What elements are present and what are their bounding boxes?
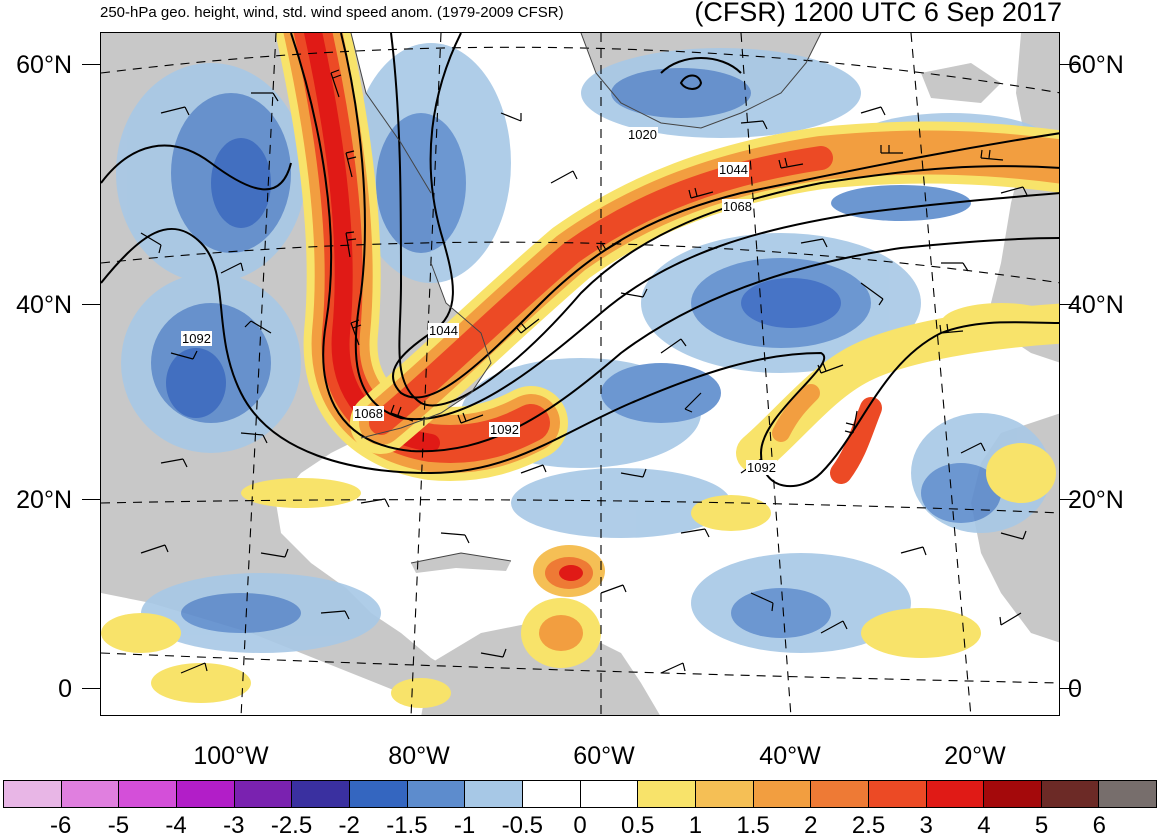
lat-tick (82, 304, 100, 305)
colorbar-swatch (522, 781, 581, 807)
colorbar-label: -0.5 (501, 812, 543, 839)
graticule-layer (101, 33, 1059, 715)
map-canvas (101, 33, 1059, 715)
lon-label: 100°W (193, 742, 269, 770)
lat-label-left: 40°N (16, 291, 72, 319)
lon-label: 80°W (388, 742, 450, 770)
lat-label-right: 60°N (1068, 51, 1124, 79)
colorbar-swatch (292, 781, 350, 807)
lat-tick (1060, 304, 1078, 305)
colorbar-swatch (868, 781, 927, 807)
lat-label-right: 0 (1068, 675, 1082, 703)
lat-label-left: 0 (58, 675, 72, 703)
colorbar-swatch (1099, 781, 1157, 807)
colorbar-swatch (234, 781, 293, 807)
colorbar-label: 2.5 (851, 812, 886, 839)
lon-label: 60°W (573, 742, 635, 770)
chart-title-right: (CFSR) 1200 UTC 6 Sep 2017 (694, 0, 1062, 27)
colorbar-label: 4 (977, 812, 991, 839)
europe-land (991, 33, 1059, 363)
cuba-land (411, 553, 511, 573)
contour-label: 1020 (627, 127, 658, 142)
colorbar-label: -2 (338, 812, 360, 839)
contour-label: 1092 (489, 422, 520, 437)
colorbar-swatch (984, 781, 1042, 807)
colorbar-swatch (1041, 781, 1100, 807)
colorbar-label: 2 (804, 812, 818, 839)
lat-tick (1060, 64, 1078, 65)
colorbar-label: 3 (919, 812, 933, 839)
colorbar-swatch (580, 781, 639, 807)
colorbar-label: -2.5 (270, 812, 313, 839)
lat-label-right: 20°N (1068, 486, 1124, 514)
colorbar-label: 0 (573, 812, 587, 839)
colorbar-label: 0.5 (621, 812, 655, 839)
contour-label: 1068 (722, 199, 753, 214)
colorbar-swatch (638, 781, 696, 807)
colorbar-swatch (4, 781, 62, 807)
colorbar-swatch (695, 781, 754, 807)
colorbar-label: -5 (107, 812, 130, 839)
lat-tick (1060, 499, 1078, 500)
contour-label: 1092 (746, 460, 777, 475)
lat-tick (82, 688, 100, 689)
colorbar-label: -4 (165, 812, 187, 839)
negative-anomaly-layer (116, 43, 1051, 653)
lon-label: 40°W (759, 742, 821, 770)
contour-label: 1092 (181, 331, 212, 346)
colorbar-swatch (811, 781, 869, 807)
contour-label: 1068 (353, 406, 384, 421)
wind-barbs-layer (140, 92, 1028, 674)
colorbar-swatch (349, 781, 408, 807)
hurricane-anomaly (533, 545, 605, 597)
colorbar-label: -1.5 (386, 812, 428, 839)
map-panel: 1020 1044 1068 1044 1068 1092 1092 1092 (100, 32, 1060, 716)
colorbar-swatch (119, 781, 177, 807)
colorbar-label: 6 (1092, 812, 1106, 839)
jet-barbs-layer (330, 69, 1004, 434)
lat-tick (1060, 688, 1078, 689)
contour-label: 1044 (428, 323, 459, 338)
colorbar-label: 1 (688, 812, 703, 839)
colorbar-label: -6 (50, 812, 72, 839)
colorbar (3, 780, 1157, 808)
colorbar-swatch (61, 781, 120, 807)
lat-label-left: 60°N (16, 51, 72, 79)
colorbar-label: 5 (1034, 812, 1049, 839)
coastline-layer (350, 33, 822, 564)
lat-label-left: 20°N (16, 486, 72, 514)
colorbar-swatch (926, 781, 985, 807)
lon-label: 20°W (944, 742, 1006, 770)
contour-label: 1044 (718, 162, 749, 177)
lat-tick (82, 64, 100, 65)
colorbar-swatch (753, 781, 812, 807)
iceland-land (921, 63, 1001, 103)
chart-title-left: 250-hPa geo. height, wind, std. wind spe… (100, 4, 564, 21)
colorbar-swatch (465, 781, 523, 807)
colorbar-label: 1.5 (736, 812, 770, 839)
lat-label-right: 40°N (1068, 291, 1124, 319)
colorbar-label: -1 (453, 812, 476, 839)
colorbar-swatch (176, 781, 235, 807)
lat-tick (82, 499, 100, 500)
colorbar-label: -3 (223, 812, 245, 839)
colorbar-swatch (407, 781, 466, 807)
